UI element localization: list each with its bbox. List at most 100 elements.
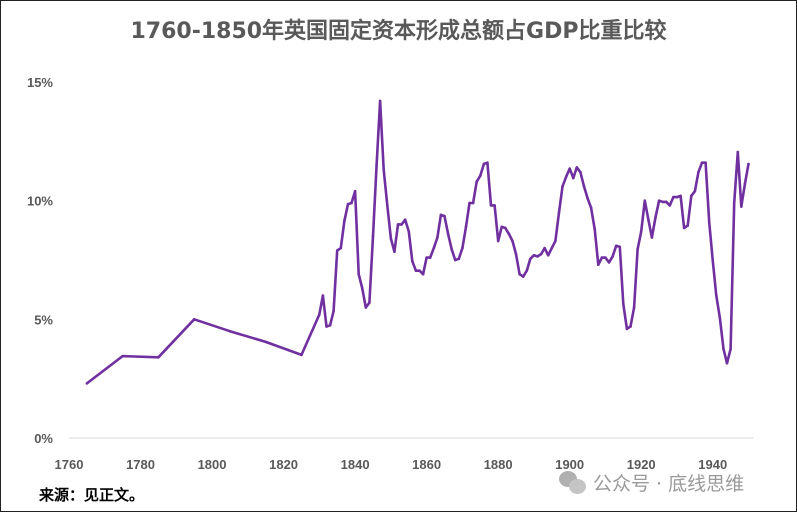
data-point	[471, 201, 475, 205]
data-point	[514, 252, 518, 256]
data-point	[650, 236, 654, 239]
data-point	[325, 325, 328, 328]
data-point	[335, 249, 339, 252]
source-note: 来源：见正文。	[39, 486, 145, 504]
data-point	[328, 323, 332, 327]
data-point	[364, 306, 368, 309]
data-point	[618, 245, 622, 249]
data-point	[318, 313, 321, 316]
data-point	[711, 258, 715, 262]
data-point	[675, 195, 679, 199]
data-point	[718, 316, 722, 320]
data-point	[507, 232, 511, 236]
data-point	[511, 239, 514, 243]
data-point	[228, 329, 232, 333]
data-point	[622, 302, 625, 306]
data-point	[428, 256, 432, 259]
data-point	[532, 253, 536, 257]
data-point	[360, 287, 364, 290]
x-tick-label: 1840	[341, 457, 370, 472]
data-point	[529, 257, 532, 261]
data-point	[682, 226, 686, 230]
data-point	[543, 246, 546, 250]
data-point	[339, 246, 343, 250]
data-point	[607, 261, 611, 264]
x-tick-label: 1920	[627, 457, 656, 472]
data-point	[400, 223, 403, 226]
data-point	[489, 204, 493, 207]
x-tick-label: 1940	[698, 457, 727, 472]
data-point	[343, 219, 346, 223]
y-tick-label: 15%	[27, 75, 53, 90]
data-point	[446, 232, 450, 236]
data-point	[486, 161, 489, 164]
data-point	[443, 214, 446, 218]
data-point	[439, 213, 443, 217]
data-point	[425, 256, 428, 259]
data-point	[411, 259, 414, 263]
data-point	[647, 218, 650, 221]
data-point	[461, 246, 464, 250]
x-tick-label: 1860	[412, 457, 441, 472]
data-point	[636, 248, 639, 251]
data-point	[561, 185, 564, 188]
data-point	[371, 234, 375, 238]
watermark: 公众号 · 底线思维	[559, 469, 744, 496]
data-point	[192, 318, 196, 321]
data-point	[403, 218, 407, 221]
data-point	[700, 161, 704, 164]
data-point	[453, 258, 457, 262]
data-point	[625, 327, 629, 331]
data-point	[693, 189, 697, 193]
data-point	[679, 194, 682, 198]
data-point	[725, 361, 729, 365]
data-point	[593, 227, 597, 231]
data-point	[353, 189, 357, 193]
data-point	[546, 253, 550, 257]
data-point	[571, 176, 575, 180]
data-point	[672, 195, 675, 199]
data-point	[589, 206, 593, 210]
x-tick-label: 1800	[198, 457, 227, 472]
data-point	[722, 347, 725, 351]
data-point	[478, 174, 482, 178]
x-tick-label: 1760	[55, 457, 84, 472]
data-point	[604, 256, 607, 259]
data-point	[407, 230, 411, 233]
data-point	[382, 168, 386, 172]
data-point	[611, 255, 614, 258]
watermark-text: 公众号 · 底线思维	[593, 473, 745, 495]
data-point	[357, 272, 360, 276]
data-point	[740, 205, 743, 208]
data-point	[632, 306, 636, 309]
data-point	[554, 239, 557, 243]
data-point	[518, 272, 521, 276]
data-point	[332, 309, 335, 313]
series-line	[86, 99, 750, 385]
data-point	[396, 223, 400, 226]
data-point	[639, 230, 643, 233]
wechat-icon	[559, 470, 587, 495]
data-point	[321, 294, 325, 297]
data-point	[496, 239, 500, 243]
data-point	[393, 250, 396, 253]
data-point	[643, 199, 647, 202]
data-point	[729, 347, 732, 351]
data-point	[715, 294, 718, 297]
data-point	[85, 382, 89, 385]
data-point	[575, 166, 579, 169]
data-point	[157, 356, 160, 359]
data-point	[475, 180, 479, 183]
data-point	[350, 201, 353, 205]
y-tick-label: 10%	[27, 194, 53, 209]
data-point	[539, 252, 543, 256]
chart-title: 1760-1850年英国固定资本形成总额占GDP比重比较	[130, 19, 667, 44]
data-point	[707, 220, 711, 224]
data-point	[525, 269, 529, 272]
data-point	[346, 202, 350, 206]
data-point	[600, 256, 604, 259]
data-point	[586, 196, 589, 200]
data-point	[736, 150, 740, 154]
data-point	[450, 248, 453, 251]
